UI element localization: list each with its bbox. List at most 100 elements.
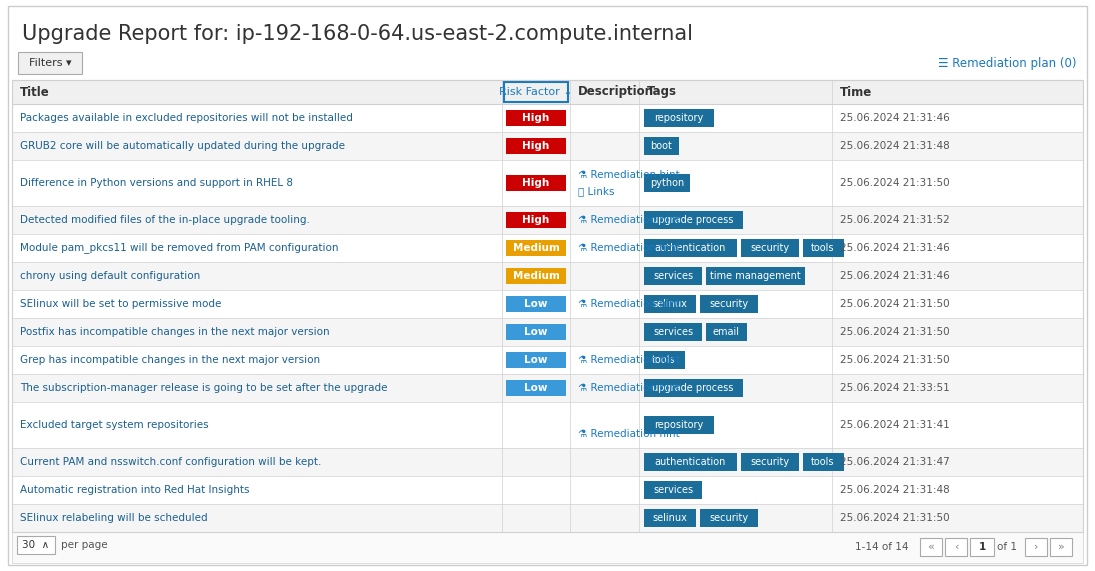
Bar bbox=[12, 290, 1083, 318]
Bar bbox=[18, 52, 82, 74]
Bar bbox=[12, 532, 1083, 563]
Text: High: High bbox=[522, 215, 550, 225]
Bar bbox=[803, 239, 844, 257]
Text: per page: per page bbox=[61, 540, 107, 550]
Bar bbox=[644, 379, 744, 397]
Text: authentication: authentication bbox=[655, 457, 726, 467]
Text: services: services bbox=[653, 271, 693, 281]
Text: services: services bbox=[653, 485, 693, 495]
Bar bbox=[12, 476, 1083, 504]
Text: 25.06.2024 21:31:50: 25.06.2024 21:31:50 bbox=[840, 513, 949, 523]
Bar bbox=[644, 323, 702, 341]
Text: tools: tools bbox=[811, 243, 834, 253]
Bar bbox=[706, 323, 747, 341]
Bar bbox=[644, 211, 744, 229]
Text: SElinux relabeling will be scheduled: SElinux relabeling will be scheduled bbox=[20, 513, 208, 523]
Text: Upgrade Report for: ip-192-168-0-64.us-east-2.compute.internal: Upgrade Report for: ip-192-168-0-64.us-e… bbox=[22, 24, 693, 44]
Bar bbox=[700, 295, 758, 313]
Text: ⚗ Remediation hint: ⚗ Remediation hint bbox=[578, 383, 680, 393]
Text: time management: time management bbox=[710, 271, 800, 281]
Text: ☰ Remediation plan (0): ☰ Remediation plan (0) bbox=[938, 57, 1077, 70]
Text: ⚗ Remediation hint: ⚗ Remediation hint bbox=[578, 355, 680, 365]
Bar bbox=[1050, 538, 1072, 556]
Bar bbox=[12, 262, 1083, 290]
Text: 25.06.2024 21:31:46: 25.06.2024 21:31:46 bbox=[840, 271, 949, 281]
Bar bbox=[644, 267, 702, 285]
Bar bbox=[803, 453, 844, 471]
Text: Time: Time bbox=[840, 86, 873, 99]
Text: 25.06.2024 21:31:50: 25.06.2024 21:31:50 bbox=[840, 178, 949, 188]
Text: chrony using default configuration: chrony using default configuration bbox=[20, 271, 200, 281]
Text: Medium: Medium bbox=[512, 271, 560, 281]
Text: ⚗ Remediation hint: ⚗ Remediation hint bbox=[578, 215, 680, 225]
Bar bbox=[12, 80, 1083, 532]
Text: 1: 1 bbox=[978, 542, 986, 552]
Text: security: security bbox=[750, 243, 789, 253]
Bar bbox=[12, 374, 1083, 402]
Text: Low: Low bbox=[525, 327, 548, 337]
Text: services: services bbox=[653, 327, 693, 337]
Text: Low: Low bbox=[525, 299, 548, 309]
Text: Excluded target system repositories: Excluded target system repositories bbox=[20, 420, 209, 430]
Text: 1-14 of 14: 1-14 of 14 bbox=[855, 542, 909, 552]
Bar bbox=[945, 538, 967, 556]
Text: of 1: of 1 bbox=[998, 542, 1017, 552]
Text: boot: boot bbox=[650, 141, 672, 151]
Text: tools: tools bbox=[653, 355, 676, 365]
Text: Filters ▾: Filters ▾ bbox=[28, 58, 71, 68]
Text: Risk Factor ↓: Risk Factor ↓ bbox=[499, 87, 573, 97]
Text: Postfix has incompatible changes in the next major version: Postfix has incompatible changes in the … bbox=[20, 327, 330, 337]
Text: 25.06.2024 21:31:46: 25.06.2024 21:31:46 bbox=[840, 113, 949, 123]
Text: repository: repository bbox=[655, 420, 704, 430]
Text: security: security bbox=[710, 299, 749, 309]
Text: High: High bbox=[522, 178, 550, 188]
Bar bbox=[741, 453, 799, 471]
Bar bbox=[644, 174, 690, 192]
Bar bbox=[644, 351, 685, 369]
Text: Low: Low bbox=[525, 383, 548, 393]
Bar bbox=[12, 504, 1083, 532]
Bar bbox=[970, 538, 994, 556]
Bar bbox=[12, 160, 1083, 206]
Text: High: High bbox=[522, 141, 550, 151]
Bar bbox=[644, 509, 696, 527]
Text: tools: tools bbox=[811, 457, 834, 467]
Text: 25.06.2024 21:31:41: 25.06.2024 21:31:41 bbox=[840, 420, 949, 430]
Text: 25.06.2024 21:31:50: 25.06.2024 21:31:50 bbox=[840, 355, 949, 365]
Text: GRUB2 core will be automatically updated during the upgrade: GRUB2 core will be automatically updated… bbox=[20, 141, 345, 151]
Text: Low: Low bbox=[525, 355, 548, 365]
Text: Grep has incompatible changes in the next major version: Grep has incompatible changes in the nex… bbox=[20, 355, 320, 365]
Text: 25.06.2024 21:31:46: 25.06.2024 21:31:46 bbox=[840, 243, 949, 253]
Text: email: email bbox=[713, 327, 739, 337]
Text: High: High bbox=[522, 113, 550, 123]
Bar bbox=[700, 509, 758, 527]
Text: Difference in Python versions and support in RHEL 8: Difference in Python versions and suppor… bbox=[20, 178, 293, 188]
Bar bbox=[12, 234, 1083, 262]
Text: ⧉ Links: ⧉ Links bbox=[578, 186, 614, 196]
Bar bbox=[506, 240, 566, 256]
Bar bbox=[1025, 538, 1047, 556]
Bar bbox=[504, 82, 568, 102]
Bar bbox=[741, 239, 799, 257]
Text: selinux: selinux bbox=[653, 299, 688, 309]
Bar bbox=[12, 402, 1083, 448]
Bar bbox=[644, 137, 679, 155]
Text: 25.06.2024 21:31:48: 25.06.2024 21:31:48 bbox=[840, 485, 949, 495]
Bar bbox=[506, 324, 566, 340]
Bar bbox=[12, 448, 1083, 476]
Text: Automatic registration into Red Hat Insights: Automatic registration into Red Hat Insi… bbox=[20, 485, 250, 495]
Bar bbox=[12, 346, 1083, 374]
Text: security: security bbox=[750, 457, 789, 467]
Bar bbox=[12, 104, 1083, 132]
Text: «: « bbox=[927, 542, 934, 552]
Text: Detected modified files of the in-place upgrade tooling.: Detected modified files of the in-place … bbox=[20, 215, 310, 225]
Text: Description: Description bbox=[578, 86, 654, 99]
Text: upgrade process: upgrade process bbox=[653, 215, 734, 225]
Text: Packages available in excluded repositories will not be installed: Packages available in excluded repositor… bbox=[20, 113, 353, 123]
Bar bbox=[506, 268, 566, 284]
Text: ⚗ Remediation hint: ⚗ Remediation hint bbox=[578, 299, 680, 309]
Bar bbox=[12, 80, 1083, 104]
Bar bbox=[12, 132, 1083, 160]
Text: 25.06.2024 21:31:47: 25.06.2024 21:31:47 bbox=[840, 457, 949, 467]
Bar bbox=[12, 318, 1083, 346]
